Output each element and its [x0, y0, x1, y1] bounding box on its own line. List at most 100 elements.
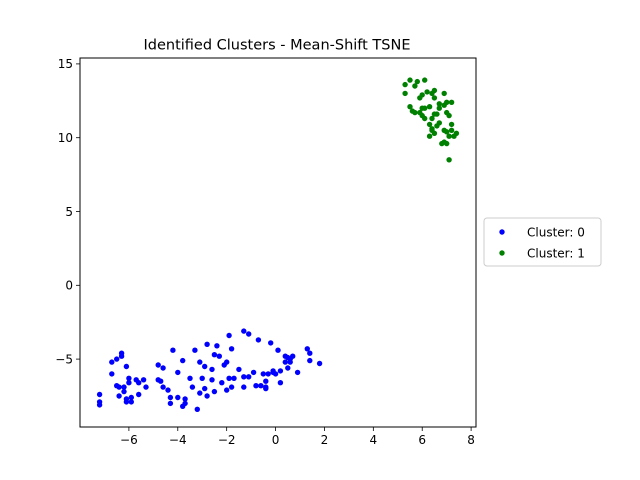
cluster-0-point	[246, 374, 252, 380]
y-tick-label: 10	[58, 131, 73, 145]
cluster-1-point	[422, 105, 428, 111]
cluster-0-point	[116, 384, 122, 390]
cluster-1-point	[426, 104, 433, 110]
cluster-1-point	[446, 133, 452, 139]
cluster-0-point	[167, 400, 174, 407]
cluster-0-point	[214, 343, 220, 349]
cluster-1-point	[453, 130, 460, 136]
cluster-0-point	[175, 394, 181, 401]
x-tick-label: −2	[218, 433, 236, 447]
cluster-0-point	[116, 393, 122, 399]
cluster-0-point	[165, 387, 171, 393]
cluster-0-point	[123, 363, 130, 370]
cluster-1-point	[412, 83, 418, 89]
cluster-0-point	[226, 375, 232, 381]
cluster-0-point	[307, 357, 313, 364]
cluster-0-point	[158, 378, 164, 384]
cluster-0-point	[194, 406, 200, 412]
legend-marker	[499, 229, 505, 235]
cluster-0-point	[258, 383, 264, 389]
cluster-0-point	[211, 388, 218, 395]
x-tick-label: 2	[321, 433, 329, 447]
cluster-1-point	[407, 77, 413, 83]
cluster-0-point	[182, 396, 188, 402]
cluster-0-point	[260, 371, 266, 377]
cluster-1-point	[422, 115, 428, 122]
cluster-0-point	[277, 368, 284, 374]
cluster-1-point	[444, 99, 450, 106]
cluster-1-point	[426, 133, 433, 139]
cluster-0-point	[228, 346, 235, 352]
cluster-0-point	[241, 374, 247, 380]
chart-title: Identified Clusters - Mean-Shift TSNE	[143, 38, 410, 54]
cluster-0-point	[202, 385, 208, 392]
cluster-1-point	[436, 120, 442, 126]
cluster-0-point	[231, 375, 237, 381]
cluster-0-point	[211, 352, 218, 358]
cluster-0-point	[189, 384, 196, 390]
cluster-0-point	[294, 369, 301, 376]
x-tick-label: 4	[370, 433, 378, 447]
cluster-0-point	[96, 391, 103, 398]
cluster-0-point	[180, 357, 186, 364]
cluster-0-point	[197, 359, 203, 365]
cluster-0-point	[199, 375, 205, 381]
cluster-1-point	[419, 92, 425, 98]
cluster-0-point	[236, 366, 242, 373]
cluster-0-point	[285, 365, 291, 371]
cluster-1-point	[448, 127, 455, 133]
x-tick-label: 0	[272, 433, 280, 447]
cluster-0-point	[197, 390, 203, 396]
cluster-0-point	[272, 371, 279, 377]
cluster-1-point	[431, 87, 438, 94]
x-tick-label: 8	[467, 433, 475, 447]
cluster-0-point	[160, 365, 166, 371]
cluster-1-point	[402, 81, 408, 88]
cluster-1-point	[431, 95, 438, 101]
cluster-0-point	[96, 402, 103, 408]
cluster-0-point	[155, 362, 161, 368]
cluster-0-point	[167, 394, 174, 401]
x-axis: −6 −4 −2 0 2 4 6 8	[120, 427, 475, 447]
cluster-1-point	[407, 104, 413, 110]
cluster-0-point	[109, 359, 115, 365]
cluster-0-point	[268, 340, 274, 346]
cluster-0-point	[219, 380, 225, 386]
cluster-0-point	[282, 359, 288, 365]
cluster-0-point	[126, 375, 132, 381]
cluster-0-point	[160, 384, 166, 390]
cluster-1-point	[448, 121, 455, 128]
cluster-1-point	[436, 105, 442, 111]
cluster-0-point	[246, 331, 252, 337]
cluster-0-point	[263, 385, 269, 392]
legend-marker	[499, 250, 505, 256]
cluster-1-point	[412, 109, 418, 116]
legend-label: Cluster: 1	[527, 246, 585, 260]
cluster-0-point	[204, 393, 210, 399]
cluster-1-point	[422, 77, 428, 83]
cluster-0-point	[114, 356, 120, 362]
x-tick-label: −6	[120, 433, 138, 447]
cluster-0-point	[209, 377, 215, 383]
y-tick-label: 0	[65, 279, 73, 293]
y-tick-label: 15	[58, 57, 73, 71]
cluster-0-point	[216, 353, 222, 359]
cluster-0-point	[121, 384, 127, 390]
cluster-1-point	[441, 90, 447, 97]
y-tick-label: −5	[55, 352, 73, 366]
cluster-1-point	[444, 129, 450, 135]
cluster-0-point	[128, 399, 134, 405]
cluster-0-point	[136, 391, 142, 398]
cluster-1-point	[446, 112, 452, 119]
cluster-0-point	[275, 347, 281, 353]
legend-label: Cluster: 0	[527, 225, 585, 239]
cluster-0-point	[304, 346, 310, 352]
cluster-0-point	[255, 337, 262, 343]
legend: Cluster: 0 Cluster: 1	[483, 217, 602, 267]
legend-box	[483, 217, 602, 267]
cluster-0-point	[226, 332, 232, 339]
cluster-0-point	[290, 353, 296, 359]
x-tick-label: 6	[418, 433, 426, 447]
cluster-0-point	[224, 359, 230, 365]
